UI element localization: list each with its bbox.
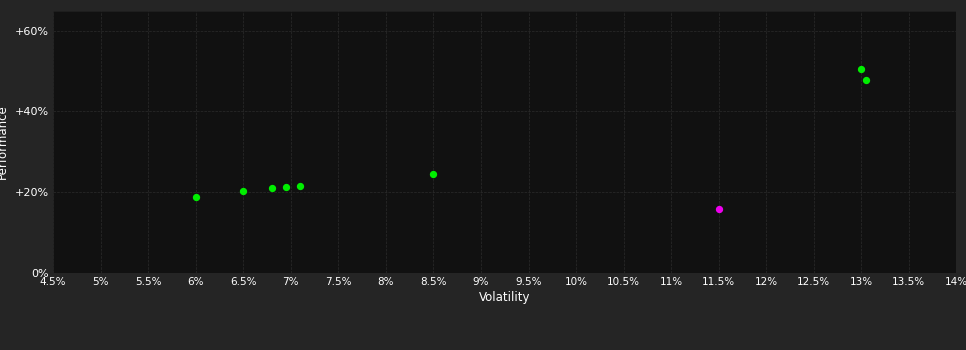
Point bbox=[236, 189, 251, 194]
Point bbox=[278, 184, 294, 190]
Point bbox=[426, 171, 441, 177]
Point bbox=[859, 77, 874, 83]
Point bbox=[293, 183, 308, 189]
Point bbox=[188, 194, 204, 200]
Point bbox=[711, 206, 726, 212]
Y-axis label: Performance: Performance bbox=[0, 104, 10, 179]
X-axis label: Volatility: Volatility bbox=[479, 291, 530, 304]
Point bbox=[264, 186, 279, 191]
Point bbox=[854, 66, 869, 72]
